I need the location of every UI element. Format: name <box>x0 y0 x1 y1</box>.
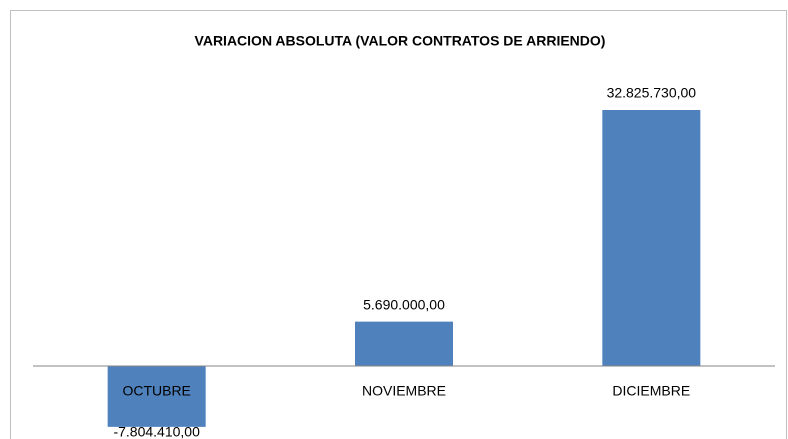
bar <box>355 321 453 366</box>
bar <box>602 110 701 366</box>
x-tick-label: DICIEMBRE <box>612 383 690 399</box>
data-label: -7.804.410,00 <box>113 424 200 439</box>
data-label: 5.690.000,00 <box>363 296 445 312</box>
x-tick-label: NOVIEMBRE <box>362 383 446 399</box>
bar <box>107 366 206 427</box>
chart-title: VARIACION ABSOLUTA (VALOR CONTRATOS DE A… <box>195 33 606 49</box>
x-tick-label: OCTUBRE <box>122 383 190 399</box>
data-label: 32.825.730,00 <box>607 85 697 101</box>
